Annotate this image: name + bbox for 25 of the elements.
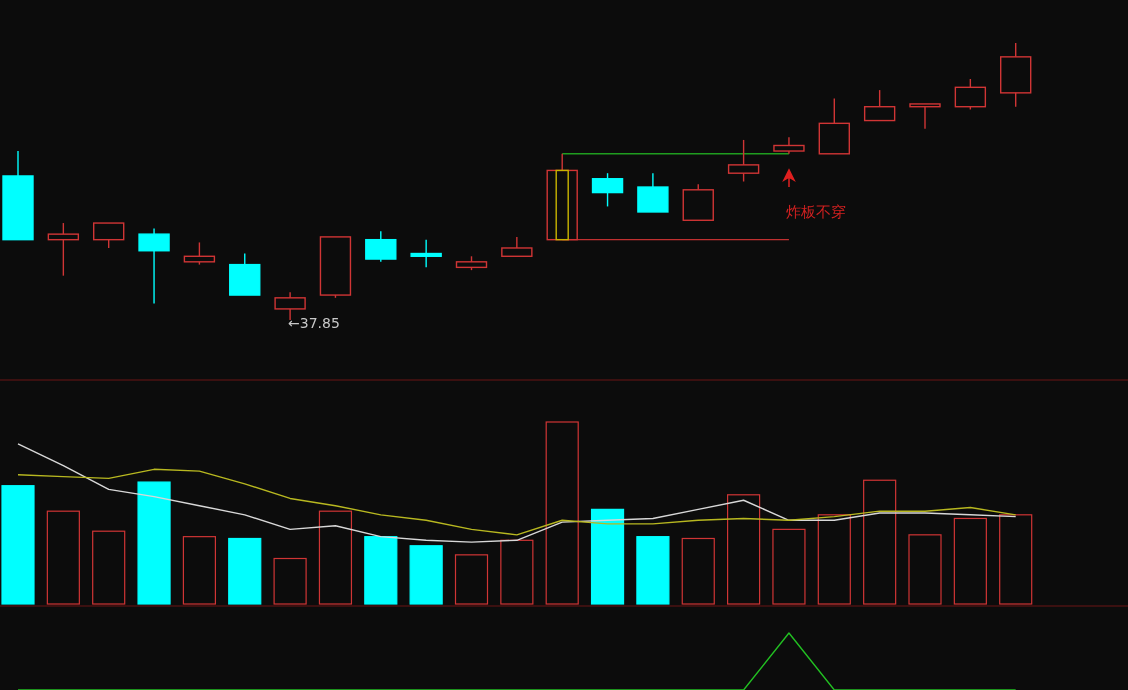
bar xyxy=(953,517,987,605)
bar xyxy=(727,494,761,605)
bar xyxy=(409,545,443,605)
bar xyxy=(182,536,216,605)
bar xyxy=(500,539,534,605)
bar xyxy=(636,536,670,605)
bar xyxy=(681,537,715,605)
annotation: ←37.85 xyxy=(288,315,340,331)
bar xyxy=(908,534,942,605)
bar xyxy=(545,421,579,605)
bar xyxy=(772,528,806,605)
bar xyxy=(590,508,625,605)
bar xyxy=(92,530,126,605)
bar xyxy=(137,481,171,605)
bar xyxy=(228,537,262,605)
annotation: 炸板不穿 xyxy=(786,203,846,221)
bar xyxy=(454,554,489,605)
bar xyxy=(1,485,35,605)
bar xyxy=(863,479,897,605)
bar xyxy=(364,536,398,605)
bar xyxy=(318,510,353,605)
bar xyxy=(46,510,80,605)
bar xyxy=(999,514,1033,605)
bar xyxy=(273,557,307,605)
bar xyxy=(817,514,851,605)
